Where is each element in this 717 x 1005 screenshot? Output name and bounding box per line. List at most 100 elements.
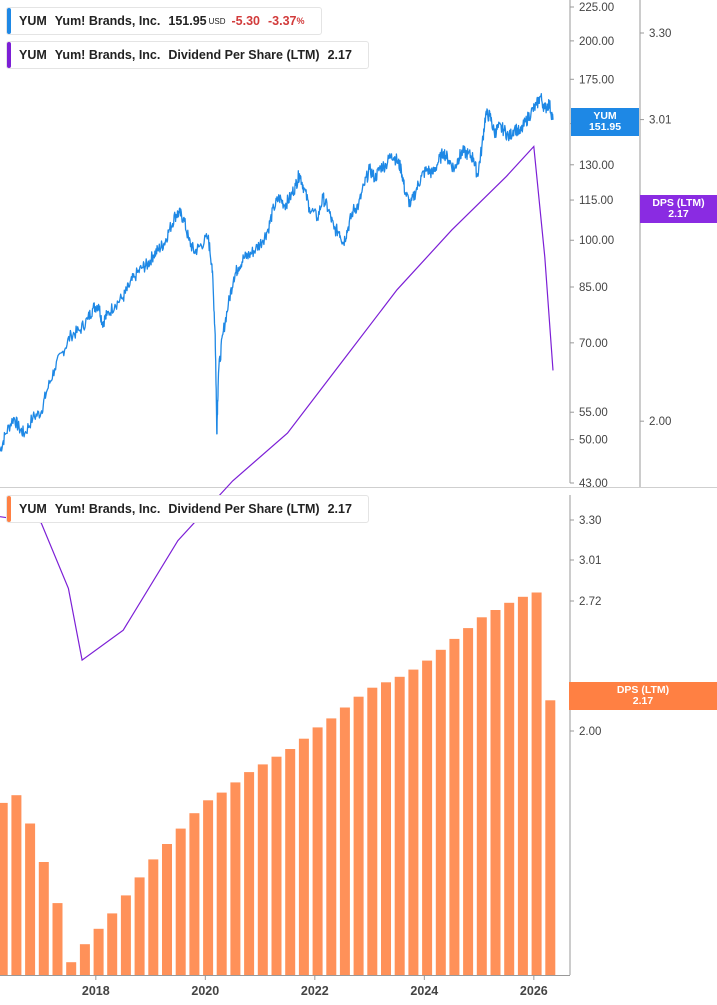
legend-change-percent: -3.37 — [268, 14, 297, 28]
legend-company-name: Yum! Brands, Inc. — [54, 48, 161, 62]
right-axis-tick-label: 2.00 — [649, 416, 671, 428]
left-axis-tick-label: 200.00 — [579, 36, 614, 48]
dps-bar — [203, 800, 214, 975]
dps-tag-label: DPS (LTM) — [652, 197, 705, 209]
dps-tag-value: 2.17 — [632, 695, 654, 707]
dps-bar — [449, 638, 460, 975]
legend-change: -5.30 — [231, 14, 261, 28]
dps-bar — [175, 828, 186, 975]
x-axis-tick-label: 2024 — [410, 984, 438, 998]
dps-bar — [25, 823, 36, 975]
dps-bar — [134, 877, 145, 975]
dps-bar — [517, 596, 528, 975]
dps-tag-label: DPS (LTM) — [616, 684, 670, 696]
dps-bar — [93, 928, 104, 975]
legend-metric: Dividend Per Share (LTM) — [168, 48, 320, 62]
bottom-axis-tick-label: 3.30 — [579, 515, 601, 527]
x-axis-tick-label: 2026 — [520, 984, 548, 998]
bottom-panel-axes: 3.30 3.01 2.72 2.00 — [569, 495, 601, 975]
x-axis-tick-label: 2018 — [82, 984, 110, 998]
x-axis-tick-label: 2020 — [191, 984, 219, 998]
dps-bar — [422, 660, 433, 975]
dps-bar — [271, 756, 282, 975]
left-axis-tick-label: 225.00 — [579, 2, 614, 14]
left-axis-tick-label: 100.00 — [579, 235, 614, 247]
bottom-axis-tick-label: 2.00 — [579, 726, 601, 738]
legend-value: 2.17 — [327, 502, 352, 516]
dps-tag-top: DPS (LTM) 2.17 — [640, 195, 717, 223]
dps-bar — [38, 862, 49, 975]
legend-percent-sign: % — [296, 16, 305, 26]
left-axis-tick-label: 43.00 — [579, 478, 608, 490]
dps-line — [0, 145, 554, 662]
price-legend[interactable]: YUM Yum! Brands, Inc. 151.95 USD -5.30 -… — [6, 7, 322, 35]
dps-bar — [162, 844, 172, 975]
yum-price-tag: YUM 151.95 — [571, 108, 639, 136]
dps-bar — [463, 628, 474, 975]
dps-bar — [107, 913, 118, 975]
dps-tag-value: 2.17 — [668, 208, 689, 220]
dps-series-swatch — [7, 42, 11, 68]
left-axis-tick-label: 130.00 — [579, 160, 614, 172]
left-axis-tick-label: 50.00 — [579, 435, 608, 447]
dps-bar — [312, 727, 323, 975]
dps-bar — [66, 962, 77, 975]
dps-bar — [381, 682, 391, 976]
dps-bar — [298, 738, 309, 975]
legend-company-name: Yum! Brands, Inc. — [54, 502, 161, 516]
dps-legend-top[interactable]: YUM Yum! Brands, Inc. Dividend Per Share… — [6, 41, 369, 69]
bottom-axis-tick-label: 3.01 — [579, 555, 601, 567]
right-axis-tick-label: 3.01 — [649, 115, 671, 127]
dps-bar — [339, 707, 350, 975]
dps-bar — [367, 687, 378, 975]
dps-bar — [326, 718, 337, 975]
dps-bar — [490, 610, 501, 975]
left-axis-tick-label: 115.00 — [579, 195, 613, 207]
dps-bar — [257, 764, 268, 975]
dps-bar — [476, 617, 487, 976]
dps-bar — [0, 802, 8, 975]
dps-bar — [52, 903, 63, 975]
left-axis-tick-label: 55.00 — [579, 407, 608, 419]
right-axis-tick-label: 3.30 — [649, 28, 671, 40]
yum-tag-price: 151.95 — [588, 121, 622, 133]
dps-bar — [189, 813, 200, 975]
dps-bar — [531, 592, 542, 975]
left-axis-tick-label: 70.00 — [579, 338, 608, 350]
dps-bar — [353, 696, 364, 975]
legend-ticker: YUM — [19, 502, 47, 516]
yum-price-line — [0, 93, 554, 452]
legend-currency: USD — [208, 16, 226, 26]
bar-series-swatch — [7, 496, 11, 522]
dps-bar — [216, 792, 227, 975]
dps-bar — [244, 772, 255, 975]
left-axis-tick-label: 85.00 — [579, 282, 608, 294]
x-axis-tick-label: 2022 — [301, 984, 329, 998]
dps-bar — [285, 749, 296, 975]
dps-bar — [504, 602, 515, 975]
bottom-axis-tick-label: 2.72 — [579, 596, 601, 608]
legend-value: 2.17 — [327, 48, 352, 62]
dps-bar — [11, 795, 22, 975]
dps-legend-bottom[interactable]: YUM Yum! Brands, Inc. Dividend Per Share… — [6, 495, 369, 523]
top-panel-axes: 225.00200.00175.00150.00130.00115.00100.… — [0, 0, 717, 490]
legend-metric: Dividend Per Share (LTM) — [168, 502, 320, 516]
legend-ticker: YUM — [19, 48, 47, 62]
dps-bar — [120, 895, 131, 975]
left-axis-tick-label: 175.00 — [579, 74, 614, 86]
dps-bar — [408, 669, 419, 975]
x-axis: 2018 2020 2022 2024 2026 — [0, 975, 570, 998]
legend-price: 151.95 — [168, 14, 207, 28]
dps-bar — [230, 782, 241, 975]
legend-ticker: YUM — [19, 14, 47, 28]
dps-bar — [394, 676, 405, 975]
legend-company-name: Yum! Brands, Inc. — [54, 14, 161, 28]
bottom-panel-plot — [0, 592, 556, 976]
yum-tag-ticker: YUM — [593, 110, 617, 122]
dps-bar — [79, 944, 90, 975]
dps-bar — [148, 859, 159, 975]
dps-bar — [435, 649, 446, 976]
top-panel-plot — [0, 93, 554, 662]
dps-tag-bottom: DPS (LTM) 2.17 — [569, 682, 717, 710]
